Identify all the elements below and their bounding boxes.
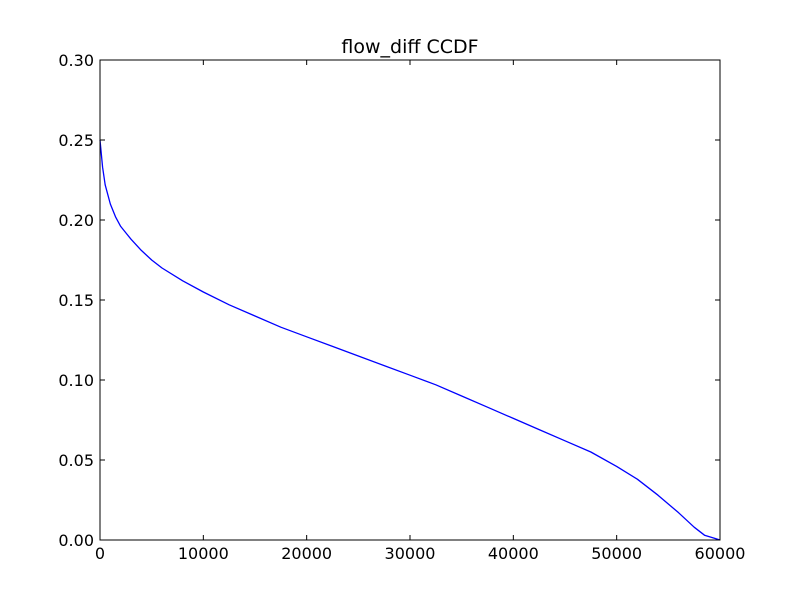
- y-tick-label: 0.10: [58, 371, 94, 390]
- y-tick-label: 0.05: [58, 451, 94, 470]
- chart-title: flow_diff CCDF: [341, 36, 478, 58]
- x-tick-label: 20000: [281, 544, 332, 563]
- x-tick-label: 0: [95, 544, 105, 563]
- x-tick-label: 60000: [695, 544, 746, 563]
- series-layer: [99, 139, 721, 541]
- y-tick-label: 0.15: [58, 291, 94, 310]
- y-tick-label: 0.00: [58, 531, 94, 550]
- x-tick-label: 30000: [385, 544, 436, 563]
- y-tick-label: 0.30: [58, 51, 94, 70]
- x-tick-label: 50000: [591, 544, 642, 563]
- x-tick-label: 40000: [488, 544, 539, 563]
- y-tick-label: 0.25: [58, 131, 94, 150]
- ticks-layer: 0 10000 20000 30000 40000 50000 60000 0.00 0.05 0…: [58, 51, 745, 563]
- x-tick-label: 10000: [178, 544, 229, 563]
- y-tick-label: 0.20: [58, 211, 94, 230]
- plot-area-frame: [99, 59, 721, 541]
- series-line: [99, 139, 721, 541]
